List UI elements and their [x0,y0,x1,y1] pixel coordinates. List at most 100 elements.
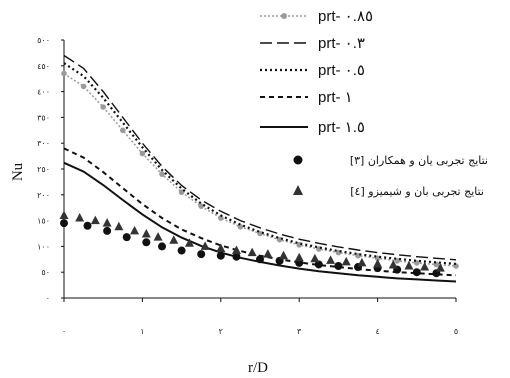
data-point-circle [216,251,225,260]
series-4 [63,161,457,283]
data-point-dot [237,223,244,230]
data-point-triangle [130,225,140,235]
data-point-triangle [420,262,430,271]
legend-label: نتایج تجربی یان و همکاران [٣] [350,154,488,167]
series-2 [63,62,457,265]
data-point-dot [159,171,165,177]
y-tick-label: ٥٠٠ [37,36,50,45]
data-point-triangle [169,235,179,244]
legend-swatch [293,185,303,195]
series-layer [59,54,459,283]
series-6 [59,210,445,272]
data-point-triangle [200,241,210,250]
data-point-dot [198,203,204,209]
x-tick-label: ٤ [375,327,379,336]
data-point-dot [218,215,224,221]
y-tick-label: ١٥٠ [37,217,50,226]
data-point-triangle [310,253,320,263]
data-point-dot [61,70,67,77]
data-point-triangle [326,255,336,264]
data-point-triangle [247,247,257,257]
x-axis-label: r/D [248,360,268,376]
data-point-dot [120,127,126,134]
data-point-circle [103,226,112,235]
data-point-triangle [153,232,163,241]
y-tick-label: ٤٥٠ [37,62,50,71]
legend-item: prt- ٠.٥ [260,62,365,79]
legend-marker [281,13,287,19]
series-line [63,54,457,261]
data-point-triangle [404,261,414,270]
data-point-triangle [141,229,151,238]
data-point-circle [256,255,264,264]
x-tick-label: ٠ [62,327,66,336]
series-1 [63,54,457,261]
y-tick-label: ٥٠ [41,268,50,277]
data-point-triangle [373,258,383,268]
x-tick-label: ٢ [219,327,223,336]
data-point-circle [122,233,131,242]
data-point-triangle [388,259,398,269]
x-tick-label: ١ [140,327,144,336]
data-point-circle [177,246,186,255]
data-point-dot [139,150,146,157]
data-point-circle [83,221,92,230]
data-point-triangle [435,263,445,272]
legend-swatch [293,155,303,165]
y-tick-label: ٤٠٠ [37,88,50,97]
series-0 [61,70,459,269]
x-tick-label: ٥ [454,327,458,336]
y-tick-label: ٢٥٠ [37,165,50,174]
data-point-circle [314,260,323,269]
legend-label: prt- ٠.٨٥ [318,8,373,25]
series-line [63,62,457,265]
data-point-triangle [279,250,289,260]
data-point-triangle [59,210,69,219]
y-tick-label: ١٠٠ [37,242,50,251]
data-point-dot [80,83,87,90]
series-5 [60,219,441,278]
y-tick-label: ٣٠٠ [37,139,50,148]
legend: prt- ٠.٨٥ prt- ٠.٣ prt- ٠.٥ prt- ١ prt- ١.٥ ن… [260,8,488,198]
data-point-triangle [184,238,194,247]
y-axis-label: Nu [10,162,26,181]
data-point-triangle [90,215,100,225]
y-tick-label: ٢٠٠ [37,191,50,200]
data-point-circle [197,250,206,259]
legend-item: prt- ١ [260,89,353,106]
data-point-triangle [263,249,273,258]
data-point-circle [158,242,166,251]
legend-label: prt- ١ [318,89,353,106]
legend-item: prt- ٠.٨٥ [260,8,373,25]
data-point-dot [374,255,381,262]
data-point-triangle [341,256,351,266]
data-point-circle [412,268,421,277]
legend-label: prt- ٠.٣ [318,35,365,52]
data-point-triangle [231,245,241,255]
legend-label: نتایج تجربی بان و شیمیزو [٤] [350,185,484,198]
data-point-triangle [114,221,124,231]
legend-item: نتایج تجربی بان و شیمیزو [٤] [293,185,484,198]
y-tick-label: ٠ [46,294,50,303]
legend-label: prt- ٠.٥ [318,62,365,79]
data-point-triangle [216,243,226,252]
data-point-triangle [294,252,304,262]
data-point-triangle [357,257,367,267]
data-point-dot [276,236,283,243]
data-point-circle [334,262,343,271]
y-tick-label: ٣٥٠ [37,113,50,122]
legend-item: prt- ٠.٣ [260,35,365,52]
data-point-circle [60,219,68,228]
legend-item: نتایج تجربی یان و همکاران [٣] [293,154,488,167]
legend-item: prt- ١.٥ [260,119,365,136]
series-line [63,161,457,283]
data-point-circle [142,238,151,247]
x-tick-label: ٣ [297,327,302,336]
data-point-triangle [102,218,112,227]
data-point-dot [100,104,106,110]
data-point-triangle [75,213,85,222]
legend-label: prt- ١.٥ [318,119,365,136]
data-point-circle [232,252,241,261]
